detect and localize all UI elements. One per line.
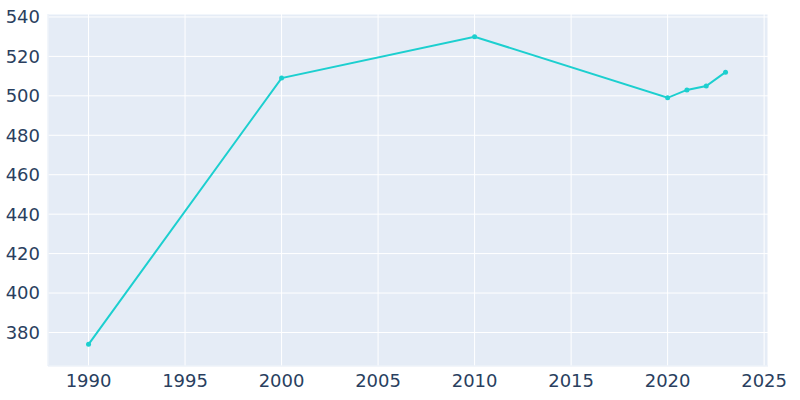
svg-text:540: 540	[6, 6, 40, 27]
svg-text:2005: 2005	[355, 370, 401, 391]
svg-text:380: 380	[6, 322, 40, 343]
svg-text:1990: 1990	[66, 370, 112, 391]
svg-text:400: 400	[6, 282, 40, 303]
svg-text:500: 500	[6, 85, 40, 106]
svg-text:2000: 2000	[259, 370, 305, 391]
svg-text:1995: 1995	[162, 370, 208, 391]
svg-text:2020: 2020	[645, 370, 691, 391]
svg-text:2025: 2025	[741, 370, 787, 391]
svg-text:2015: 2015	[548, 370, 594, 391]
svg-text:440: 440	[6, 204, 40, 225]
svg-text:420: 420	[6, 243, 40, 264]
svg-text:460: 460	[6, 164, 40, 185]
svg-text:520: 520	[6, 46, 40, 67]
svg-text:480: 480	[6, 125, 40, 146]
svg-text:2010: 2010	[452, 370, 498, 391]
